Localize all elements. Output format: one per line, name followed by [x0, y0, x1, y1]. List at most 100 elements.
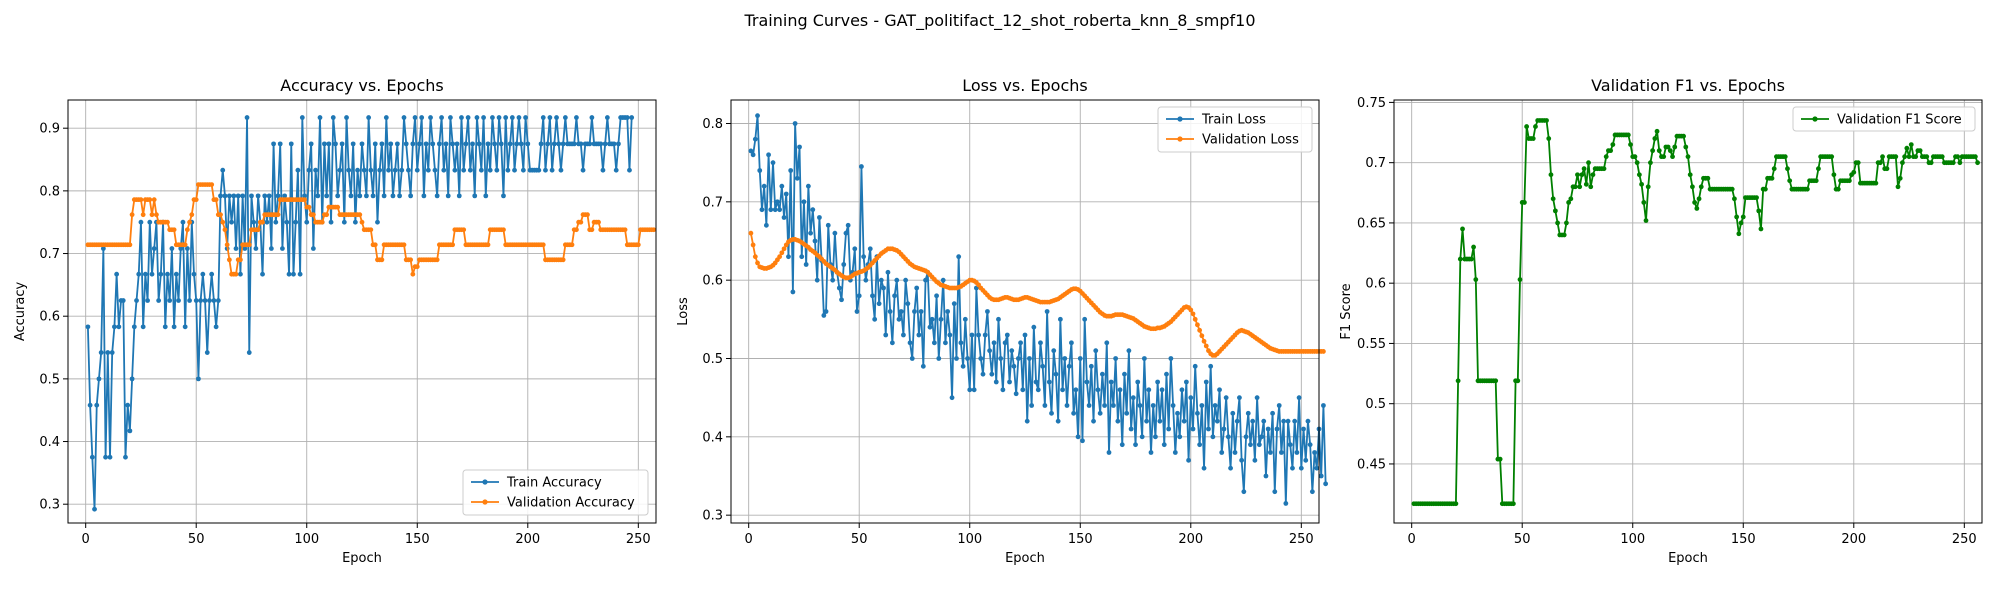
data-point — [788, 168, 794, 173]
data-point — [854, 309, 860, 314]
data-point — [224, 242, 230, 248]
data-point — [357, 193, 363, 199]
data-point — [1552, 208, 1558, 214]
data-point — [1546, 136, 1552, 141]
data-point — [547, 115, 553, 120]
data-point — [1652, 136, 1658, 141]
data-point — [262, 193, 268, 199]
data-point — [140, 324, 146, 330]
data-point — [136, 271, 142, 277]
data-point — [454, 141, 460, 147]
data-point — [1816, 166, 1821, 172]
data-point — [339, 141, 345, 147]
data-point — [881, 285, 886, 291]
data-point — [233, 246, 239, 251]
data-point — [151, 197, 157, 203]
data-point — [182, 324, 188, 330]
data-point — [368, 167, 374, 173]
data-point — [246, 350, 252, 355]
data-point — [954, 356, 959, 361]
data-point — [1038, 340, 1043, 346]
data-point — [1804, 186, 1810, 192]
data-point — [1119, 442, 1125, 448]
data-point — [905, 301, 911, 307]
data-point — [801, 199, 807, 205]
chart-title: Accuracy vs. Epochs — [280, 76, 443, 95]
data-point — [134, 298, 139, 303]
chart-panel-1: 0 50 100 150 200 250 0.3 0.4 0.5 0.6 0.7 0.8 0.9 Accu… — [13, 76, 657, 566]
data-point — [200, 271, 206, 277]
data-point — [1493, 378, 1499, 384]
data-point — [1661, 154, 1667, 160]
data-point — [100, 246, 106, 251]
data-point — [397, 193, 402, 199]
data-point — [129, 376, 135, 382]
y-tick-label: 0.4 — [39, 435, 60, 450]
data-point — [357, 212, 363, 218]
data-point — [887, 309, 893, 314]
data-point — [1250, 418, 1256, 424]
data-point — [1135, 379, 1141, 385]
data-point — [808, 230, 813, 236]
data-point — [280, 246, 285, 251]
data-point — [1095, 387, 1101, 393]
data-point — [1670, 154, 1675, 160]
data-point — [1628, 142, 1633, 147]
data-point — [1457, 256, 1463, 262]
data-point — [571, 141, 577, 147]
data-point — [235, 193, 241, 199]
data-point — [246, 242, 252, 248]
data-point — [476, 141, 482, 147]
x-axis-label: Epoch — [1668, 551, 1708, 566]
data-point — [885, 269, 891, 275]
data-point — [622, 227, 628, 233]
data-point — [907, 340, 913, 346]
data-point — [1318, 473, 1324, 479]
data-point — [781, 215, 787, 220]
data-point — [604, 115, 610, 120]
data-point — [841, 262, 847, 267]
data-point — [929, 316, 935, 322]
data-point — [794, 175, 800, 181]
data-point — [1610, 142, 1616, 147]
series-train-loss — [748, 113, 1329, 506]
data-point — [220, 167, 226, 173]
data-point — [1641, 200, 1647, 205]
data-point — [1093, 348, 1099, 354]
data-point — [1460, 226, 1465, 232]
data-point — [255, 193, 261, 199]
data-point — [1924, 154, 1930, 160]
data-point — [335, 204, 341, 210]
data-point — [845, 222, 851, 228]
data-point — [1141, 356, 1147, 361]
data-point — [1139, 434, 1145, 440]
data-point — [1303, 457, 1309, 463]
legend-box — [1792, 106, 1976, 132]
data-point — [750, 242, 756, 248]
data-point — [450, 242, 456, 248]
data-point — [507, 141, 513, 147]
data-point — [516, 115, 522, 120]
data-point — [1075, 434, 1081, 440]
data-point — [1732, 196, 1737, 202]
data-point — [1210, 434, 1216, 440]
data-point — [580, 167, 586, 173]
data-point — [103, 454, 108, 460]
data-point — [923, 277, 928, 283]
data-point — [459, 115, 464, 120]
data-point — [335, 193, 341, 199]
x-tick-label: 50 — [188, 532, 205, 547]
data-point — [748, 148, 754, 154]
data-point — [162, 324, 168, 330]
data-point — [249, 193, 254, 199]
data-point — [465, 115, 471, 120]
data-point — [207, 298, 212, 303]
data-point — [823, 309, 829, 314]
data-point — [1124, 410, 1130, 416]
data-point — [1305, 418, 1311, 424]
data-point — [145, 298, 150, 303]
data-point — [1590, 172, 1596, 178]
data-point — [498, 141, 504, 147]
data-point — [149, 271, 155, 277]
data-point — [1053, 371, 1059, 377]
